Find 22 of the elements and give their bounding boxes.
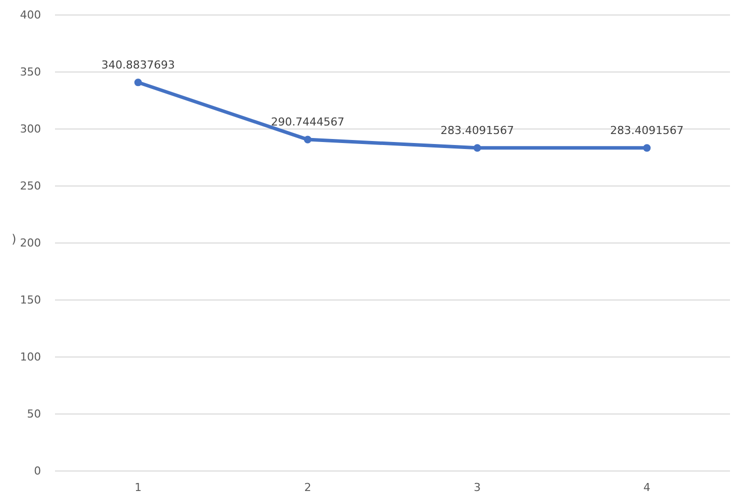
point	[304, 136, 312, 144]
y-tick-label: 400	[20, 8, 41, 22]
data-label: 290.7444567	[270, 116, 344, 129]
y-tick-label: 200	[20, 236, 41, 250]
data-label: 340.8837693	[101, 58, 175, 72]
y-tick-label: 350	[20, 66, 41, 79]
x-tick-label: 3	[474, 480, 481, 494]
y-tick-label: 300	[20, 122, 41, 136]
point	[474, 144, 482, 152]
data-label: 283.4091567	[440, 124, 514, 137]
x-tick-label: 4	[643, 480, 650, 494]
y-axis-title: )	[12, 232, 16, 246]
y-tick-label: 150	[20, 294, 41, 307]
data-label: 283.4091567	[610, 124, 684, 137]
y-tick-label: 100	[20, 350, 41, 364]
x-tick-label: 1	[134, 480, 142, 494]
point	[643, 144, 651, 152]
point	[134, 78, 142, 86]
y-tick-label: 0	[34, 464, 41, 478]
x-tick-label: 2	[304, 480, 312, 494]
y-tick-label: 250	[20, 180, 41, 193]
y-tick-label: 50	[27, 408, 41, 421]
